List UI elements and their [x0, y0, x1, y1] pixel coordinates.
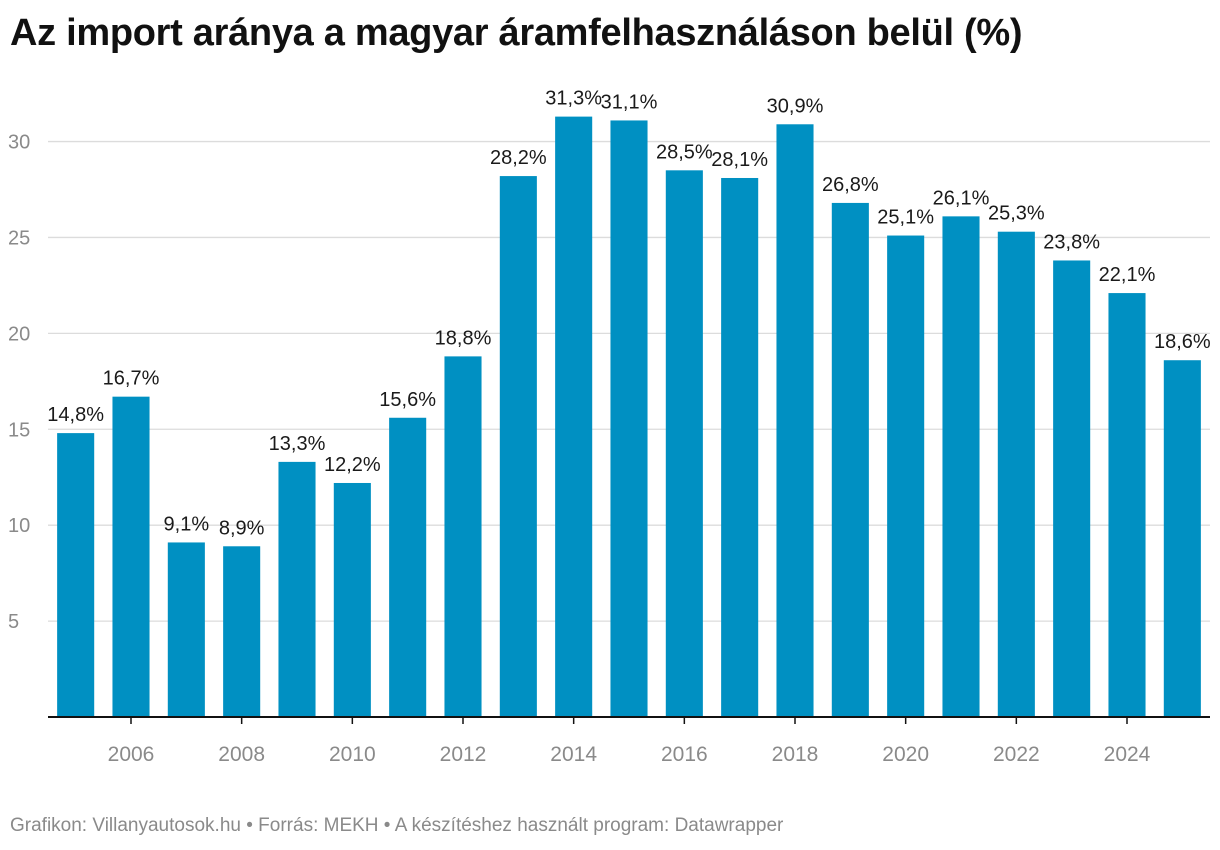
bar	[1053, 260, 1091, 717]
data-label: 30,9%	[767, 95, 824, 117]
data-label: 26,8%	[822, 174, 879, 196]
footer-separator: •	[240, 815, 259, 836]
x-tick-label: 2008	[218, 743, 265, 766]
x-tick-label: 2016	[661, 743, 708, 766]
y-tick-label: 30	[8, 132, 30, 154]
bar	[278, 461, 316, 717]
bar	[997, 231, 1035, 717]
bar	[499, 176, 537, 717]
x-tick-label: 2006	[108, 743, 155, 766]
x-tick-label: 2020	[882, 743, 929, 766]
bar	[610, 120, 648, 718]
x-tick-label: 2024	[1104, 743, 1151, 766]
bar	[444, 356, 482, 717]
x-tick-label: 2010	[329, 743, 376, 766]
footer-separator: •	[378, 815, 395, 836]
data-label: 28,2%	[490, 147, 547, 169]
data-label: 23,8%	[1043, 231, 1100, 253]
bar	[721, 177, 759, 717]
chart-title: Az import aránya a magyar áramfelhasznál…	[10, 12, 1023, 54]
bar	[776, 124, 814, 718]
data-label: 15,6%	[379, 389, 436, 411]
data-label: 18,8%	[435, 327, 492, 349]
data-label: 14,8%	[47, 404, 104, 426]
bar-chart: 5 10 15 20 25 30 14,8% 16,7% 9,1% 8,9% 13,3% 12,2% 1…	[0, 70, 1220, 790]
footer-source: Forrás: MEKH	[258, 815, 379, 836]
data-label: 16,7%	[103, 368, 160, 390]
bar	[887, 235, 925, 717]
x-tick-label: 2018	[772, 743, 819, 766]
bar	[555, 116, 593, 718]
data-label: 31,1%	[601, 91, 658, 113]
x-tick-label: 2022	[993, 743, 1040, 766]
data-label: 8,9%	[219, 517, 265, 539]
data-label: 25,1%	[877, 207, 934, 229]
data-label: 12,2%	[324, 454, 381, 476]
y-tick-label: 25	[8, 227, 30, 249]
data-label: 13,3%	[269, 433, 326, 455]
bar	[389, 417, 427, 717]
bar	[665, 170, 703, 717]
bar	[942, 216, 980, 717]
y-tick-label: 5	[8, 611, 19, 633]
data-label: 18,6%	[1154, 331, 1211, 353]
data-label: 28,1%	[711, 149, 768, 171]
bar	[112, 396, 150, 717]
bar	[831, 202, 869, 718]
y-tick-label: 10	[8, 515, 30, 537]
bar	[57, 433, 95, 717]
y-tick-label: 15	[8, 419, 30, 441]
bar	[333, 482, 371, 717]
data-label: 25,3%	[988, 203, 1045, 225]
bar	[1108, 293, 1146, 717]
bar-chart-svg: 5 10 15 20 25 30 14,8% 16,7% 9,1% 8,9% 13,3%12,2% 1…	[8, 88, 1211, 766]
bar	[167, 542, 205, 717]
bar	[223, 546, 261, 717]
footer-tool: A készítéshez használt program: Datawrap…	[394, 815, 784, 836]
chart-footer: Grafikon: Villanyautosok.hu • Forrás: ME…	[10, 815, 783, 837]
x-tick-label: 2012	[440, 743, 487, 766]
footer-credit: Grafikon: Villanyautosok.hu	[10, 815, 241, 836]
data-label: 31,3%	[545, 88, 602, 110]
data-label: 28,5%	[656, 141, 713, 163]
bar	[1163, 360, 1201, 717]
data-label: 26,1%	[933, 187, 990, 209]
x-tick-label: 2014	[550, 743, 597, 766]
data-label: 22,1%	[1099, 264, 1156, 286]
data-label: 9,1%	[164, 513, 210, 535]
y-tick-label: 20	[8, 323, 30, 345]
